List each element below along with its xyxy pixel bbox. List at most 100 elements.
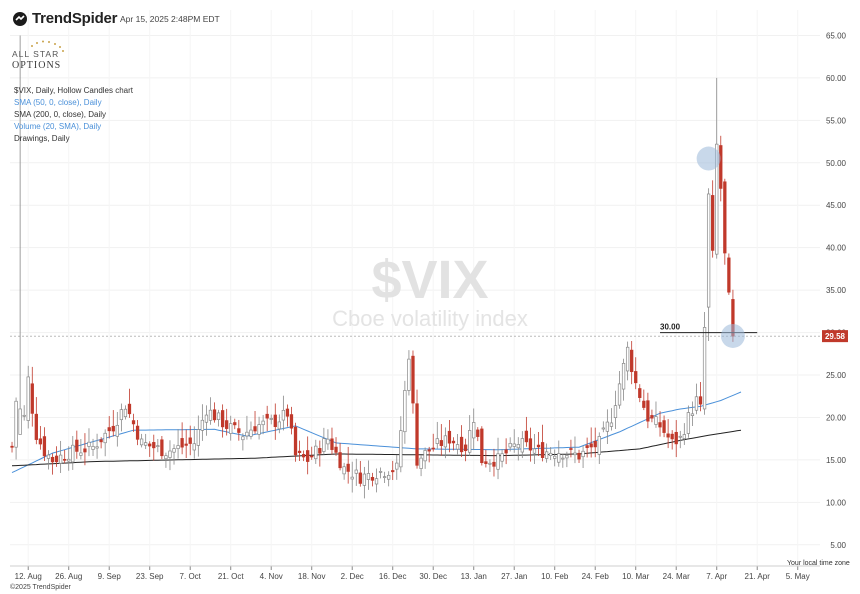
candle <box>135 420 140 446</box>
candle <box>601 421 605 433</box>
candle-body <box>407 358 411 391</box>
candle-body <box>277 421 281 430</box>
candle-body <box>176 445 180 449</box>
x-tick-label: 30. Dec <box>419 572 447 581</box>
candle-body <box>650 415 654 419</box>
candle-body <box>690 413 695 416</box>
candle <box>443 427 448 459</box>
candle <box>58 440 63 473</box>
candle-body <box>204 414 209 423</box>
candle-body <box>245 431 249 437</box>
candle <box>164 452 168 468</box>
sma200-line <box>11 429 742 467</box>
legend-sma50[interactable]: SMA (50, 0, close), Daily <box>14 98 102 107</box>
candle <box>463 438 468 462</box>
candle <box>306 436 310 475</box>
candle <box>488 459 492 473</box>
candle <box>715 77 719 259</box>
candle-body <box>269 418 273 420</box>
candle-body <box>212 409 217 421</box>
candle <box>504 438 508 465</box>
candle-body <box>686 412 691 434</box>
candle <box>184 429 188 459</box>
candle <box>658 411 662 437</box>
y-tick-label: 55.00 <box>826 116 847 125</box>
candle <box>723 178 727 265</box>
candle <box>508 437 512 452</box>
candle-body <box>621 363 626 390</box>
x-tick-label: 13. Jan <box>461 572 487 581</box>
candle <box>225 408 229 436</box>
timezone-label[interactable]: Your local time zone <box>787 560 850 567</box>
legend-drawings[interactable]: Drawings, Daily <box>14 134 70 143</box>
legend-sma200[interactable]: SMA (200, 0, close), Daily <box>14 110 107 119</box>
candle <box>152 434 156 461</box>
candle-body <box>330 438 334 450</box>
last-price-label: 29.58 <box>825 332 846 341</box>
candle-body <box>249 429 253 437</box>
candle <box>46 450 51 470</box>
candle-body <box>253 426 257 432</box>
candle <box>711 180 715 258</box>
candle <box>585 437 589 458</box>
candle-body <box>630 349 634 373</box>
candle-body <box>103 432 107 444</box>
candle <box>26 365 30 429</box>
candle <box>597 432 601 465</box>
x-tick-label: 18. Nov <box>298 572 326 581</box>
candle-body <box>297 450 302 453</box>
candle <box>79 439 83 460</box>
candle <box>427 446 431 463</box>
candle-body <box>358 472 362 484</box>
candle <box>621 358 626 401</box>
candle-body <box>160 439 164 457</box>
candle <box>54 446 59 467</box>
candle-body <box>439 440 443 446</box>
candle <box>38 425 43 450</box>
y-tick-label: 60.00 <box>826 74 847 83</box>
candle <box>415 389 419 469</box>
candle-body <box>225 420 229 429</box>
candle-body <box>508 442 512 448</box>
candle-body <box>127 403 132 415</box>
highlight-circle <box>696 146 721 171</box>
candle <box>362 466 367 499</box>
candle-body <box>573 452 577 456</box>
candle <box>698 381 703 412</box>
candle <box>670 430 674 450</box>
last-price-tag <box>822 330 848 343</box>
candle-body <box>520 438 524 453</box>
candle <box>257 416 261 440</box>
candle-body <box>285 408 290 417</box>
candle <box>71 435 75 470</box>
candle <box>366 460 371 490</box>
candle-body <box>95 446 99 449</box>
x-tick-label: 4. Nov <box>260 572 283 581</box>
timestamp: Apr 15, 2025 2:48PM EDT <box>120 14 220 24</box>
candle <box>160 435 164 460</box>
candle <box>281 395 286 431</box>
candle-body <box>496 453 500 470</box>
candle <box>265 405 269 432</box>
candle <box>403 380 407 444</box>
candle <box>172 444 176 465</box>
candle-body <box>634 371 638 384</box>
candle <box>277 414 281 434</box>
legend-title[interactable]: $VIX, Daily, Hollow Candles chart <box>14 86 134 95</box>
candle <box>662 415 666 438</box>
candle <box>476 427 480 442</box>
candle <box>87 428 91 457</box>
candle-body <box>172 448 176 453</box>
candle <box>123 405 128 420</box>
candle-body <box>107 427 111 432</box>
candle-body <box>34 413 38 440</box>
candle-body <box>540 442 545 458</box>
all-star-options-logo: ALL STAR OPTIONS <box>12 40 64 71</box>
trendspider-logo-icon <box>13 11 27 26</box>
candle <box>208 397 213 425</box>
candle <box>524 416 529 447</box>
y-tick-label: 25.00 <box>826 371 847 380</box>
legend-volume[interactable]: Volume (20, SMA), Daily <box>14 122 102 131</box>
